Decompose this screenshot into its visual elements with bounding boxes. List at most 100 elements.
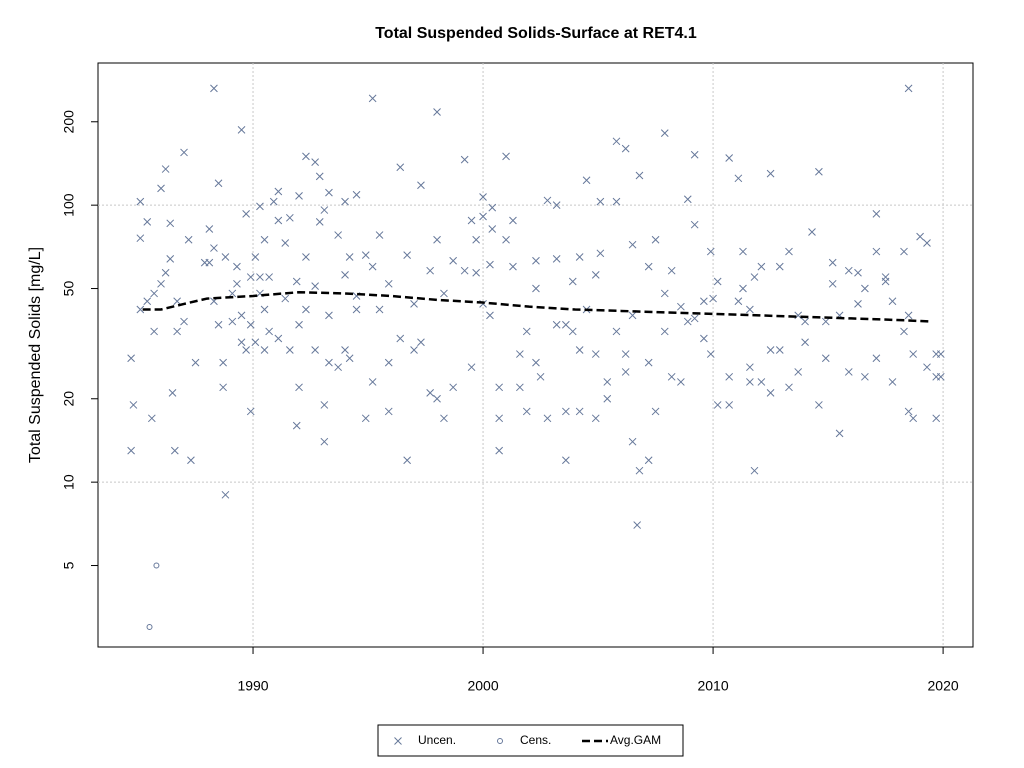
point-uncensored <box>552 320 561 329</box>
point-uncensored <box>746 305 754 314</box>
point-uncensored <box>325 311 333 320</box>
point-uncensored <box>417 338 425 347</box>
point-uncensored <box>502 152 510 161</box>
point-uncensored <box>285 346 294 354</box>
point-uncensored <box>828 279 837 288</box>
point-uncensored <box>612 137 621 146</box>
point-uncensored <box>683 195 692 204</box>
point-uncensored <box>375 231 384 239</box>
point-uncensored <box>467 216 476 225</box>
point-uncensored <box>410 346 418 354</box>
point-uncensored <box>575 253 584 261</box>
point-uncensored <box>532 284 540 293</box>
point-uncensored <box>269 197 278 206</box>
point-uncensored <box>166 219 175 228</box>
point-uncensored <box>888 297 897 306</box>
point-uncensored <box>683 317 692 326</box>
point-uncensored <box>341 197 349 206</box>
point-uncensored <box>311 346 319 354</box>
x-tick-label: 2000 <box>467 678 498 694</box>
point-uncensored <box>384 407 393 416</box>
point-uncensored <box>325 358 333 367</box>
point-uncensored <box>228 289 237 298</box>
point-uncensored <box>750 466 759 475</box>
point-uncensored <box>449 256 458 265</box>
point-uncensored <box>426 389 435 397</box>
point-uncensored <box>509 262 517 271</box>
point-uncensored <box>591 271 600 279</box>
point-uncensored <box>621 350 630 358</box>
point-uncensored <box>184 235 193 244</box>
point-uncensored <box>794 368 803 376</box>
point-uncensored <box>596 249 605 258</box>
point-uncensored <box>292 277 301 286</box>
point-uncensored <box>575 407 584 416</box>
point-uncensored <box>210 244 218 252</box>
point-uncensored <box>433 108 441 116</box>
point-uncensored <box>644 358 653 367</box>
point-uncensored <box>460 266 469 275</box>
point-uncensored <box>746 363 754 372</box>
y-tick-label: 5 <box>61 561 77 569</box>
point-uncensored <box>265 327 273 336</box>
point-uncensored <box>260 305 269 314</box>
point-uncensored <box>361 414 370 423</box>
point-uncensored <box>509 216 517 225</box>
point-uncensored <box>320 206 329 214</box>
point-uncensored <box>334 231 342 239</box>
point-uncensored <box>260 346 269 354</box>
point-uncensored <box>495 414 504 423</box>
point-uncensored <box>801 338 809 347</box>
chart-title: Total Suspended Solids-Surface at RET4.1 <box>375 25 697 42</box>
point-uncensored <box>775 346 784 354</box>
point-uncensored <box>161 165 170 173</box>
y-tick-label: 20 <box>61 391 77 407</box>
point-uncensored <box>706 247 715 256</box>
point-uncensored <box>575 346 584 354</box>
point-uncensored <box>923 363 931 372</box>
point-uncensored <box>522 327 531 336</box>
point-censored <box>146 623 153 630</box>
point-uncensored <box>251 253 260 261</box>
point-uncensored <box>739 247 747 256</box>
point-uncensored <box>403 456 412 465</box>
point-uncensored <box>766 389 775 397</box>
point-uncensored <box>562 320 570 329</box>
point-uncensored <box>532 358 540 367</box>
point-uncensored <box>936 350 945 358</box>
point-uncensored <box>532 256 540 265</box>
point-uncensored <box>932 414 941 423</box>
point-uncensored <box>660 289 669 298</box>
point-uncensored <box>396 163 405 172</box>
point-uncensored <box>173 297 181 306</box>
point-uncensored <box>219 358 227 367</box>
point-uncensored <box>260 235 269 244</box>
point-uncensored <box>568 327 577 336</box>
point-uncensored <box>766 346 775 354</box>
point-uncensored <box>147 414 156 423</box>
point-uncensored <box>315 172 324 181</box>
point-uncensored <box>808 228 816 236</box>
point-uncensored <box>543 196 552 205</box>
point-uncensored <box>187 456 195 465</box>
point-uncensored <box>384 358 393 367</box>
point-uncensored <box>633 521 642 529</box>
point-uncensored <box>361 251 370 259</box>
point-uncensored <box>660 129 669 137</box>
point-uncensored <box>233 262 241 271</box>
point-uncensored <box>936 372 945 381</box>
point-uncensored <box>904 311 913 320</box>
point-uncensored <box>516 350 524 358</box>
point-uncensored <box>612 327 621 336</box>
point-uncensored <box>237 126 246 134</box>
point-uncensored <box>543 414 552 423</box>
y-tick-label: 50 <box>61 281 77 297</box>
legend-symbol <box>497 738 503 744</box>
x-tick-label: 1990 <box>237 678 268 694</box>
point-uncensored <box>168 389 177 397</box>
point-uncensored <box>495 446 504 455</box>
legend-label: Uncen. <box>418 733 456 747</box>
point-uncensored <box>644 456 653 465</box>
point-uncensored <box>603 378 612 386</box>
point-uncensored <box>635 466 644 475</box>
